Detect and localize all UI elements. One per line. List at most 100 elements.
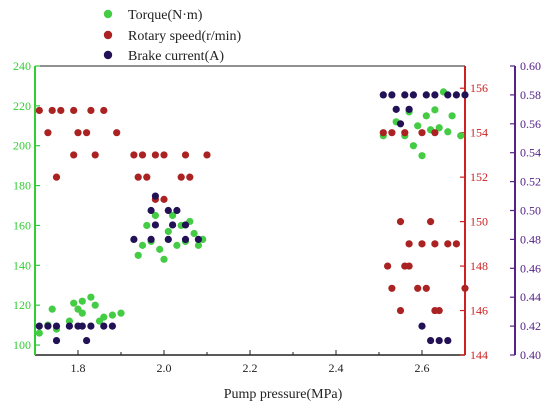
data-point-left xyxy=(448,112,456,120)
legend-label: Torque(N·m) xyxy=(128,8,203,23)
data-point-right2 xyxy=(52,336,61,345)
data-point-left xyxy=(164,227,172,236)
left-y-tick-label: 180 xyxy=(13,179,31,193)
x-tick-label: 2.6 xyxy=(415,361,430,375)
x-tick-label: 2.2 xyxy=(243,361,258,375)
left-y-tick-label: 140 xyxy=(13,258,31,272)
data-point-left xyxy=(138,241,147,249)
data-point-right1 xyxy=(396,218,405,226)
current-tick-label: 0.42 xyxy=(520,319,541,333)
data-point-right2 xyxy=(431,91,439,99)
data-point-right1 xyxy=(461,284,469,292)
data-point-right2 xyxy=(388,91,396,99)
legend: Torque(N·m) Rotary speed(r/min) Brake curr… xyxy=(103,8,241,64)
current-tick-label: 0.52 xyxy=(520,175,541,189)
data-point-right2 xyxy=(181,235,190,243)
data-point-left xyxy=(457,132,465,140)
current-tick-label: 0.58 xyxy=(520,88,541,102)
data-point-right2 xyxy=(151,192,159,200)
data-point-right2 xyxy=(444,91,452,99)
data-point-left xyxy=(87,293,95,301)
data-point-right1 xyxy=(160,151,168,159)
data-point-right2 xyxy=(452,91,460,99)
current-tick-label: 0.50 xyxy=(520,204,541,218)
data-point-right1 xyxy=(388,284,396,292)
data-point-left xyxy=(65,317,73,325)
data-point-right1 xyxy=(422,284,430,292)
legend-marker xyxy=(103,50,113,60)
data-point-right2 xyxy=(87,322,95,330)
data-point-left xyxy=(91,301,99,309)
data-point-left xyxy=(173,241,181,249)
data-point-right1 xyxy=(186,173,194,181)
data-point-right2 xyxy=(147,235,155,243)
data-point-right1 xyxy=(134,173,142,181)
data-point-right2 xyxy=(173,206,181,215)
data-point-right2 xyxy=(194,235,202,243)
data-point-right1 xyxy=(52,173,61,181)
data-point-left xyxy=(160,255,168,263)
data-point-right1 xyxy=(74,129,82,137)
data-point-right1 xyxy=(138,151,147,159)
current-tick-label: 0.44 xyxy=(520,290,541,304)
data-point-right1 xyxy=(379,129,387,137)
data-point-right2 xyxy=(181,221,190,229)
data-point-right1 xyxy=(418,129,426,137)
data-point-left xyxy=(435,124,443,132)
data-point-left xyxy=(70,299,78,307)
speed-tick-label: 150 xyxy=(470,215,488,229)
data-point-left xyxy=(431,106,439,114)
data-point-right1 xyxy=(177,173,185,181)
left-y-tick-label: 160 xyxy=(13,218,31,232)
data-point-right1 xyxy=(57,106,65,115)
data-point-right2 xyxy=(444,336,452,345)
data-point-right2 xyxy=(100,322,108,330)
data-point-right1 xyxy=(431,129,439,137)
left-y-tick-label: 200 xyxy=(13,139,31,153)
data-point-right1 xyxy=(418,240,426,248)
current-tick-label: 0.54 xyxy=(520,146,541,160)
data-point-left xyxy=(151,211,159,220)
speed-tick-label: 154 xyxy=(470,126,488,140)
data-point-right2 xyxy=(78,322,86,330)
data-point-left xyxy=(422,112,430,120)
data-point-right1 xyxy=(113,129,121,137)
data-point-right1 xyxy=(435,306,443,315)
data-point-right1 xyxy=(35,106,43,115)
data-point-right2 xyxy=(392,105,400,113)
left-y-tick-label: 100 xyxy=(13,338,31,352)
data-point-left xyxy=(409,142,417,150)
data-point-right2 xyxy=(405,105,413,113)
data-point-left xyxy=(48,305,56,313)
data-point-right2 xyxy=(151,221,159,229)
data-point-right2 xyxy=(65,322,73,330)
data-point-right1 xyxy=(160,195,168,203)
data-point-right2 xyxy=(44,322,52,330)
data-point-right1 xyxy=(388,129,396,137)
data-point-right1 xyxy=(384,262,392,270)
points-layer xyxy=(35,88,469,345)
data-point-right2 xyxy=(435,336,443,345)
speed-tick-label: 146 xyxy=(470,304,488,318)
data-point-right1 xyxy=(83,129,91,137)
speed-tick-label: 148 xyxy=(470,259,488,273)
data-point-right1 xyxy=(431,240,439,248)
data-point-left xyxy=(143,221,151,230)
left-y-tick-label: 220 xyxy=(13,99,31,113)
speed-tick-label: 144 xyxy=(470,348,488,362)
data-point-left xyxy=(418,152,426,160)
data-point-right2 xyxy=(169,221,177,229)
speed-tick-label: 152 xyxy=(470,170,488,184)
data-point-right2 xyxy=(401,91,409,99)
data-point-right1 xyxy=(401,129,409,137)
data-point-left xyxy=(95,317,104,325)
data-point-right1 xyxy=(143,173,151,181)
data-point-right2 xyxy=(418,322,426,330)
data-point-right1 xyxy=(444,240,452,248)
data-point-right2 xyxy=(83,336,91,345)
data-point-right1 xyxy=(151,151,159,159)
data-point-left xyxy=(444,128,452,136)
data-point-right2 xyxy=(108,322,116,330)
data-point-right2 xyxy=(164,235,172,243)
